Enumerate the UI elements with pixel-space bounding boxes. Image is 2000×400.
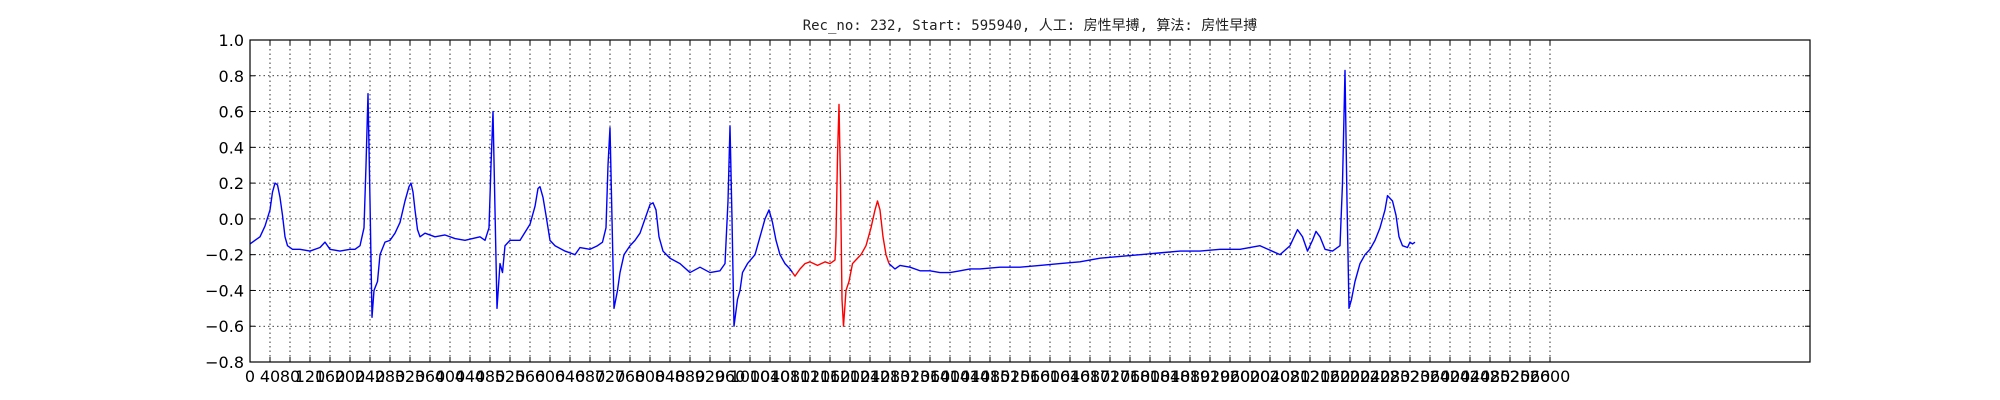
y-tick-label-7: −0.4: [205, 281, 244, 300]
x-axis: 0 40 8012016020024028032036040044048052056…: [245, 40, 1570, 386]
x-tick-label-58: 2320: [1390, 367, 1431, 386]
x-tick-label-54: 2160: [1310, 367, 1351, 386]
x-tick-label-21: 840: [655, 367, 686, 386]
x-tick-label-29: 1160: [810, 367, 851, 386]
x-tick-label-15: 600: [535, 367, 566, 386]
x-tick-label-34: 1360: [910, 367, 951, 386]
x-tick-label-10: 400: [435, 367, 466, 386]
x-tick-label-28: 1120: [790, 367, 831, 386]
x-tick-label-46: 1840: [1150, 367, 1191, 386]
x-tick-label-64: 2560: [1510, 367, 1551, 386]
x-tick-label-12: 480: [475, 367, 506, 386]
x-tick-label-16: 640: [555, 367, 586, 386]
x-tick-label-2: 80: [280, 367, 300, 386]
chart-title: Rec_no: 232, Start: 595940, 人工: 房性早搏, 算法…: [803, 17, 1258, 34]
x-tick-label-41: 1640: [1050, 367, 1091, 386]
x-tick-label-33: 1320: [890, 367, 931, 386]
x-tick-label-39: 1560: [1010, 367, 1051, 386]
x-tick-label-42: 1680: [1070, 367, 1111, 386]
x-tick-label-27: 1080: [770, 367, 811, 386]
x-tick-label-4: 160: [315, 367, 346, 386]
x-tick-label-59: 2360: [1410, 367, 1451, 386]
x-tick-label-8: 320: [395, 367, 426, 386]
x-tick-label-25: 1000: [730, 367, 771, 386]
x-tick-label-30: 1200: [830, 367, 871, 386]
x-tick-label-47: 1880: [1170, 367, 1211, 386]
y-axis: 1.0 0.8 0.6 0.4 0.2 0.0 −0.2 −0.4 −0.6 −0.8: [205, 31, 1810, 372]
x-tick-label-57: 2280: [1370, 367, 1411, 386]
y-tick-label-5: 0.0: [219, 210, 244, 229]
x-tick-label-17: 680: [575, 367, 606, 386]
x-tick-label-50: 2000: [1230, 367, 1271, 386]
x-tick-label-3: 120: [295, 367, 326, 386]
x-tick-label-6: 240: [355, 367, 386, 386]
x-tick-label-9: 360: [415, 367, 446, 386]
x-tick-label-5: 200: [335, 367, 366, 386]
y-tick-label-6: −0.2: [205, 246, 244, 265]
x-tick-label-0: 0: [245, 367, 255, 386]
x-tick-label-63: 2520: [1490, 367, 1531, 386]
x-tick-label-19: 760: [615, 367, 646, 386]
x-tick-label-23: 920: [695, 367, 726, 386]
series-line-2: [888, 69, 1416, 310]
x-tick-label-38: 1520: [990, 367, 1031, 386]
x-tick-label-18: 720: [595, 367, 626, 386]
y-tick-label-4: 0.2: [219, 174, 244, 193]
x-tick-label-11: 440: [455, 367, 486, 386]
x-tick-label-13: 520: [495, 367, 526, 386]
x-tick-label-53: 2120: [1290, 367, 1331, 386]
x-tick-label-31: 1240: [850, 367, 891, 386]
x-tick-label-14: 560: [515, 367, 546, 386]
y-tick-label-0: 1.0: [219, 31, 244, 50]
x-tick-label-32: 1280: [870, 367, 911, 386]
x-tick-label-26: 1040: [750, 367, 791, 386]
y-tick-label-3: 0.4: [219, 138, 244, 157]
y-tick-label-1: 0.8: [219, 67, 244, 86]
x-tick-label-1: 40: [260, 367, 280, 386]
x-tick-label-61: 2440: [1450, 367, 1491, 386]
x-tick-label-22: 880: [675, 367, 706, 386]
x-tick-label-20: 800: [635, 367, 666, 386]
x-tick-label-52: 2080: [1270, 367, 1311, 386]
x-tick-label-43: 1720: [1090, 367, 1131, 386]
x-tick-label-44: 1760: [1110, 367, 1151, 386]
x-tick-label-7: 280: [375, 367, 406, 386]
x-tick-label-49: 1960: [1210, 367, 1251, 386]
x-tick-label-37: 1480: [970, 367, 1011, 386]
x-tick-label-24: 960: [715, 367, 746, 386]
y-tick-label-8: −0.6: [205, 317, 244, 336]
series-group: [249, 69, 1416, 327]
x-tick-label-62: 2480: [1470, 367, 1511, 386]
x-tick-label-45: 1800: [1130, 367, 1171, 386]
series-line-0: [249, 92, 794, 327]
plot-frame: [249, 39, 1811, 363]
x-tick-label-48: 1920: [1190, 367, 1231, 386]
x-tick-label-55: 2200: [1330, 367, 1371, 386]
series-line-1: [791, 103, 890, 327]
y-tick-label-9: −0.8: [205, 353, 244, 372]
y-tick-label-2: 0.6: [219, 103, 244, 122]
x-tick-label-60: 2400: [1430, 367, 1471, 386]
grid: [250, 40, 1810, 362]
x-tick-label-56: 2240: [1350, 367, 1391, 386]
x-tick-label-51: 2040: [1250, 367, 1291, 386]
x-tick-label-40: 1600: [1030, 367, 1071, 386]
x-tick-label-65: 2600: [1530, 367, 1571, 386]
x-tick-label-36: 1440: [950, 367, 991, 386]
x-tick-label-35: 1400: [930, 367, 971, 386]
